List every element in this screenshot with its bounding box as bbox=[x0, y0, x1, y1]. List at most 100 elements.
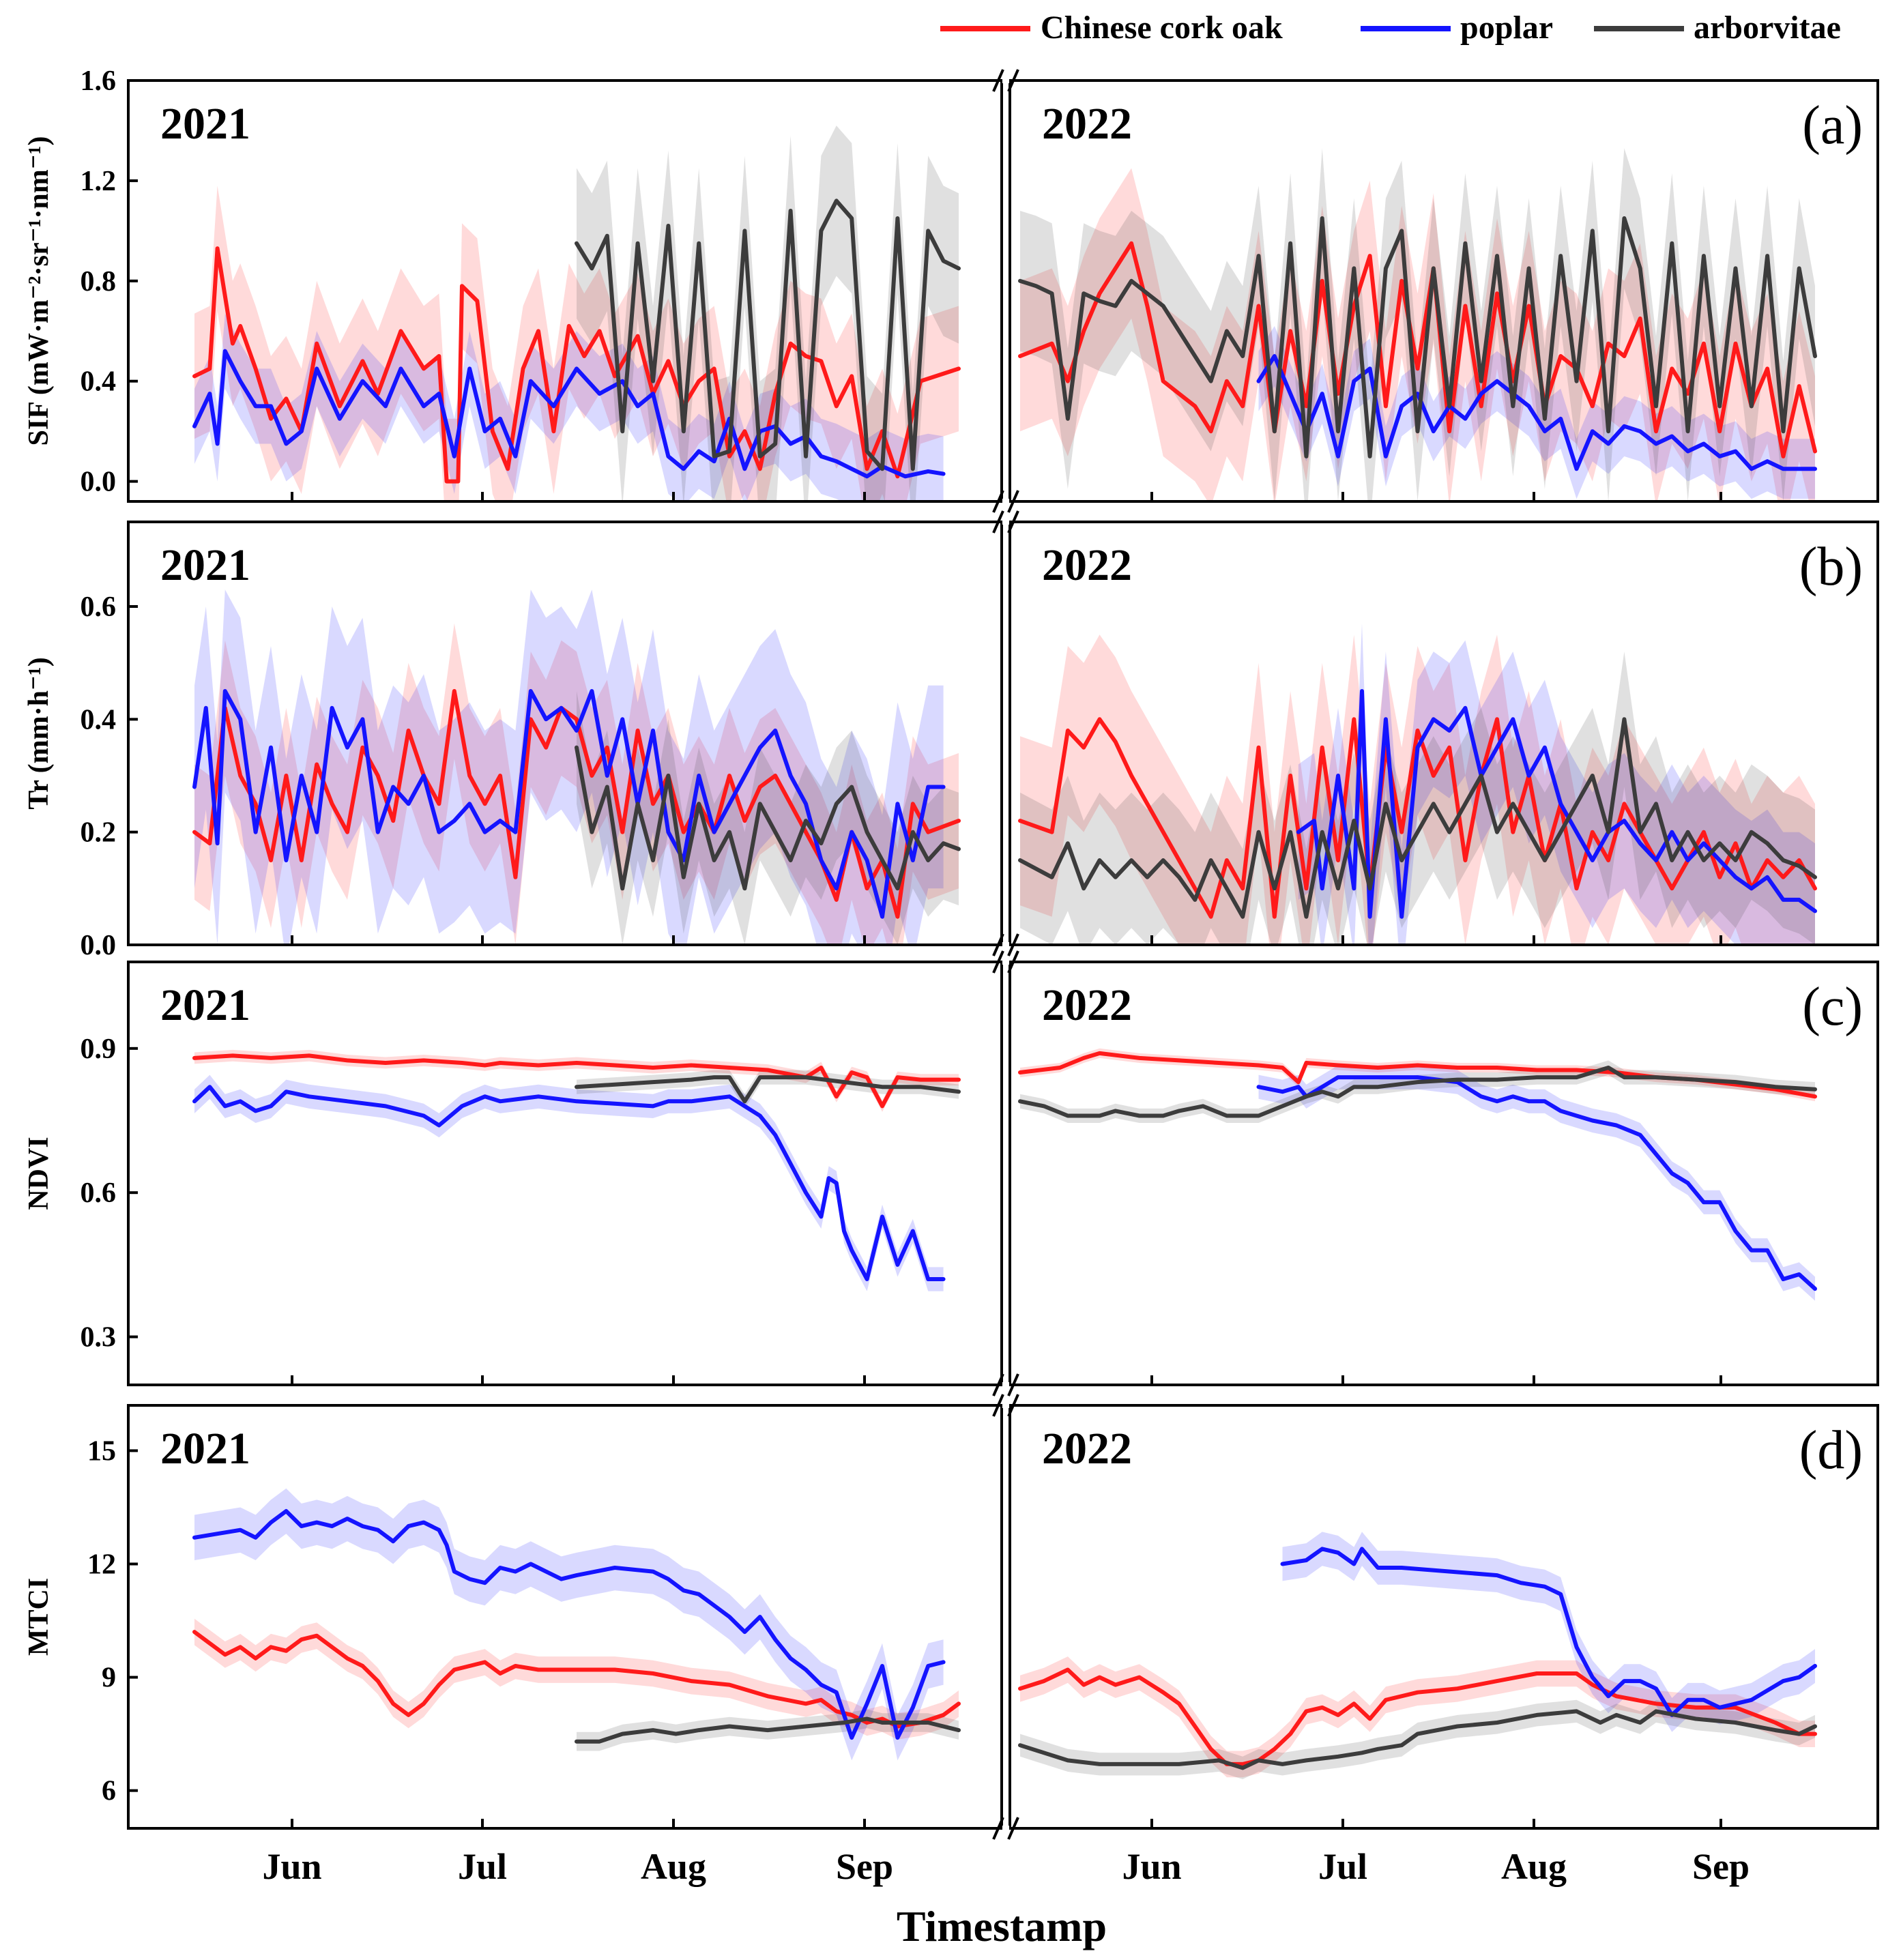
y-tick-label-a-0: 0.0 bbox=[81, 467, 117, 498]
panel-c-2022 bbox=[1018, 1048, 1817, 1301]
panel-frame-d-2022 bbox=[1009, 1404, 1879, 1830]
panel-d: 2021 2022 (d) 6 9 12 15 MTCI bbox=[23, 1394, 1879, 1840]
band-poplar-b-2021 bbox=[194, 589, 944, 945]
y-tick-label-c-1: 0.6 bbox=[81, 1178, 117, 1209]
axis-break-a-0 bbox=[992, 69, 1019, 92]
axis-break-d-0 bbox=[992, 1394, 1019, 1417]
panel-frame-a-2022 bbox=[1009, 79, 1879, 503]
panel-frame-a-2021 bbox=[127, 79, 1003, 503]
band-poplar-c-2021 bbox=[194, 1074, 944, 1291]
x-tick-label-jul-2022: Jul bbox=[1318, 1846, 1367, 1887]
band-cork-oak-b-2022 bbox=[1020, 634, 1815, 945]
x-axis: Jun Jul Aug Sep Jun Jul Aug Sep bbox=[262, 1846, 1750, 1887]
panel-a-2022 bbox=[1018, 148, 1817, 501]
band-poplar-d-2021 bbox=[194, 1488, 944, 1761]
series-cork-oak-b-2022 bbox=[1018, 717, 1817, 919]
year-label-b-2021: 2021 bbox=[160, 540, 250, 590]
year-label-c-2021: 2021 bbox=[160, 980, 250, 1030]
panel-b-2022 bbox=[1018, 623, 1817, 945]
series-poplar-a-2021 bbox=[192, 349, 946, 479]
series-poplar-c-2022 bbox=[1256, 1075, 1817, 1291]
axis-break-c-1 bbox=[992, 1373, 1019, 1396]
panel-a-2021 bbox=[192, 126, 961, 501]
y-axis-title-c: NDVI bbox=[23, 1137, 55, 1210]
panel-c-2021 bbox=[192, 1049, 961, 1291]
band-cork-oak-b-2021 bbox=[194, 623, 959, 945]
band-cork-oak-c-2021 bbox=[194, 1049, 959, 1112]
year-label-b-2022: 2022 bbox=[1042, 540, 1132, 590]
x-tick-label-aug-2022: Aug bbox=[1501, 1846, 1567, 1887]
y-tick-label-a-2: 0.8 bbox=[81, 266, 117, 297]
axis-break-d-1 bbox=[992, 1817, 1019, 1840]
legend-label-arborvitae: arborvitae bbox=[1694, 10, 1841, 46]
x-tick-label-jun-2021: Jun bbox=[262, 1846, 321, 1887]
panel-label-c: (c) bbox=[1802, 977, 1863, 1037]
panel-frame-b-2022 bbox=[1009, 521, 1879, 946]
series-arborvitae-a-2021 bbox=[575, 199, 961, 471]
legend-entry-cork-oak: Chinese cork oak bbox=[940, 10, 1283, 46]
series-poplar-b-2022 bbox=[1296, 689, 1817, 919]
series-arborvitae-d-2021 bbox=[575, 1716, 961, 1744]
series-arborvitae-b-2022 bbox=[1018, 717, 1817, 919]
panel-label-b: (b) bbox=[1799, 537, 1863, 597]
band-arborvitae-c-2022 bbox=[1020, 1060, 1815, 1123]
year-label-d-2022: 2022 bbox=[1042, 1424, 1132, 1474]
x-tick-label-sep-2022: Sep bbox=[1692, 1846, 1750, 1887]
series-arborvitae-c-2022 bbox=[1018, 1066, 1817, 1118]
year-label-a-2021: 2021 bbox=[160, 99, 250, 149]
x-axis-title: Timestamp bbox=[897, 1902, 1107, 1950]
legend-entry-poplar: poplar bbox=[1361, 10, 1553, 46]
panel-d-2021 bbox=[192, 1488, 961, 1761]
series-arborvitae-b-2021 bbox=[575, 745, 961, 891]
y-tick-label-c-2: 0.9 bbox=[81, 1034, 117, 1065]
y-axis-title-b: Tr (mm·h⁻¹) bbox=[23, 657, 55, 809]
x-tick-label-aug-2021: Aug bbox=[641, 1846, 706, 1887]
legend-label-poplar: poplar bbox=[1460, 10, 1553, 46]
panel-b-2021 bbox=[192, 589, 961, 945]
panel-c: 2021 2022 (c) 0.3 0.6 0.9 NDVI bbox=[23, 950, 1879, 1396]
panel-label-a: (a) bbox=[1802, 96, 1863, 156]
y-tick-label-c-0: 0.3 bbox=[81, 1322, 117, 1354]
panels: 2021 2022 (a) 0.0 0.4 0.8 1.2 1.6 SIF (mW·m⁻²·sr… bbox=[23, 65, 1879, 1840]
panel-frame-c-2022 bbox=[1009, 961, 1879, 1386]
legend-entry-arborvitae: arborvitae bbox=[1594, 10, 1841, 46]
x-tick-label-sep-2021: Sep bbox=[836, 1846, 893, 1887]
y-tick-label-b-1: 0.2 bbox=[81, 817, 117, 849]
band-arborvitae-a-2022 bbox=[1020, 148, 1815, 501]
axis-break-b-1 bbox=[992, 933, 1019, 956]
y-tick-label-d-0: 6 bbox=[102, 1776, 116, 1807]
series-cork-oak-d-2022 bbox=[1018, 1667, 1817, 1766]
series-poplar-d-2022 bbox=[1280, 1547, 1817, 1717]
y-tick-label-d-3: 15 bbox=[87, 1435, 116, 1467]
y-tick-label-a-3: 1.2 bbox=[81, 166, 117, 197]
series-poplar-c-2021 bbox=[192, 1085, 946, 1281]
band-cork-oak-a-2022 bbox=[1020, 168, 1815, 501]
panel-frame-d-2021 bbox=[127, 1404, 1003, 1830]
band-cork-oak-d-2021 bbox=[194, 1618, 959, 1740]
year-label-c-2022: 2022 bbox=[1042, 980, 1132, 1030]
y-tick-label-b-2: 0.4 bbox=[81, 704, 117, 735]
series-cork-oak-c-2021 bbox=[192, 1053, 961, 1109]
panel-frame-b-2021 bbox=[127, 521, 1003, 946]
series-poplar-d-2021 bbox=[192, 1509, 946, 1740]
x-tick-label-jul-2021: Jul bbox=[458, 1846, 507, 1887]
axis-break-a-1 bbox=[992, 490, 1019, 513]
y-tick-label-d-2: 12 bbox=[87, 1549, 116, 1581]
year-label-a-2022: 2022 bbox=[1042, 99, 1132, 149]
y-tick-label-b-3: 0.6 bbox=[81, 591, 117, 623]
series-cork-oak-d-2021 bbox=[192, 1630, 961, 1729]
y-tick-label-b-0: 0.0 bbox=[81, 930, 117, 961]
y-axis-title-a: SIF (mW·m⁻²·sr⁻¹·nm⁻¹) bbox=[23, 136, 55, 446]
band-poplar-c-2022 bbox=[1258, 1065, 1815, 1301]
band-poplar-d-2022 bbox=[1282, 1532, 1815, 1732]
panel-d-2022 bbox=[1018, 1532, 1817, 1779]
y-tick-label-d-1: 9 bbox=[102, 1663, 116, 1694]
panel-a: 2021 2022 (a) 0.0 0.4 0.8 1.2 1.6 SIF (mW·m⁻²·sr… bbox=[23, 65, 1879, 513]
series-arborvitae-d-2022 bbox=[1018, 1709, 1817, 1770]
band-arborvitae-d-2022 bbox=[1020, 1699, 1815, 1779]
y-tick-label-a-1: 0.4 bbox=[81, 366, 117, 398]
axis-break-c-0 bbox=[992, 950, 1019, 974]
y-tick-label-a-4: 1.6 bbox=[81, 65, 117, 97]
axis-break-b-0 bbox=[992, 510, 1019, 533]
